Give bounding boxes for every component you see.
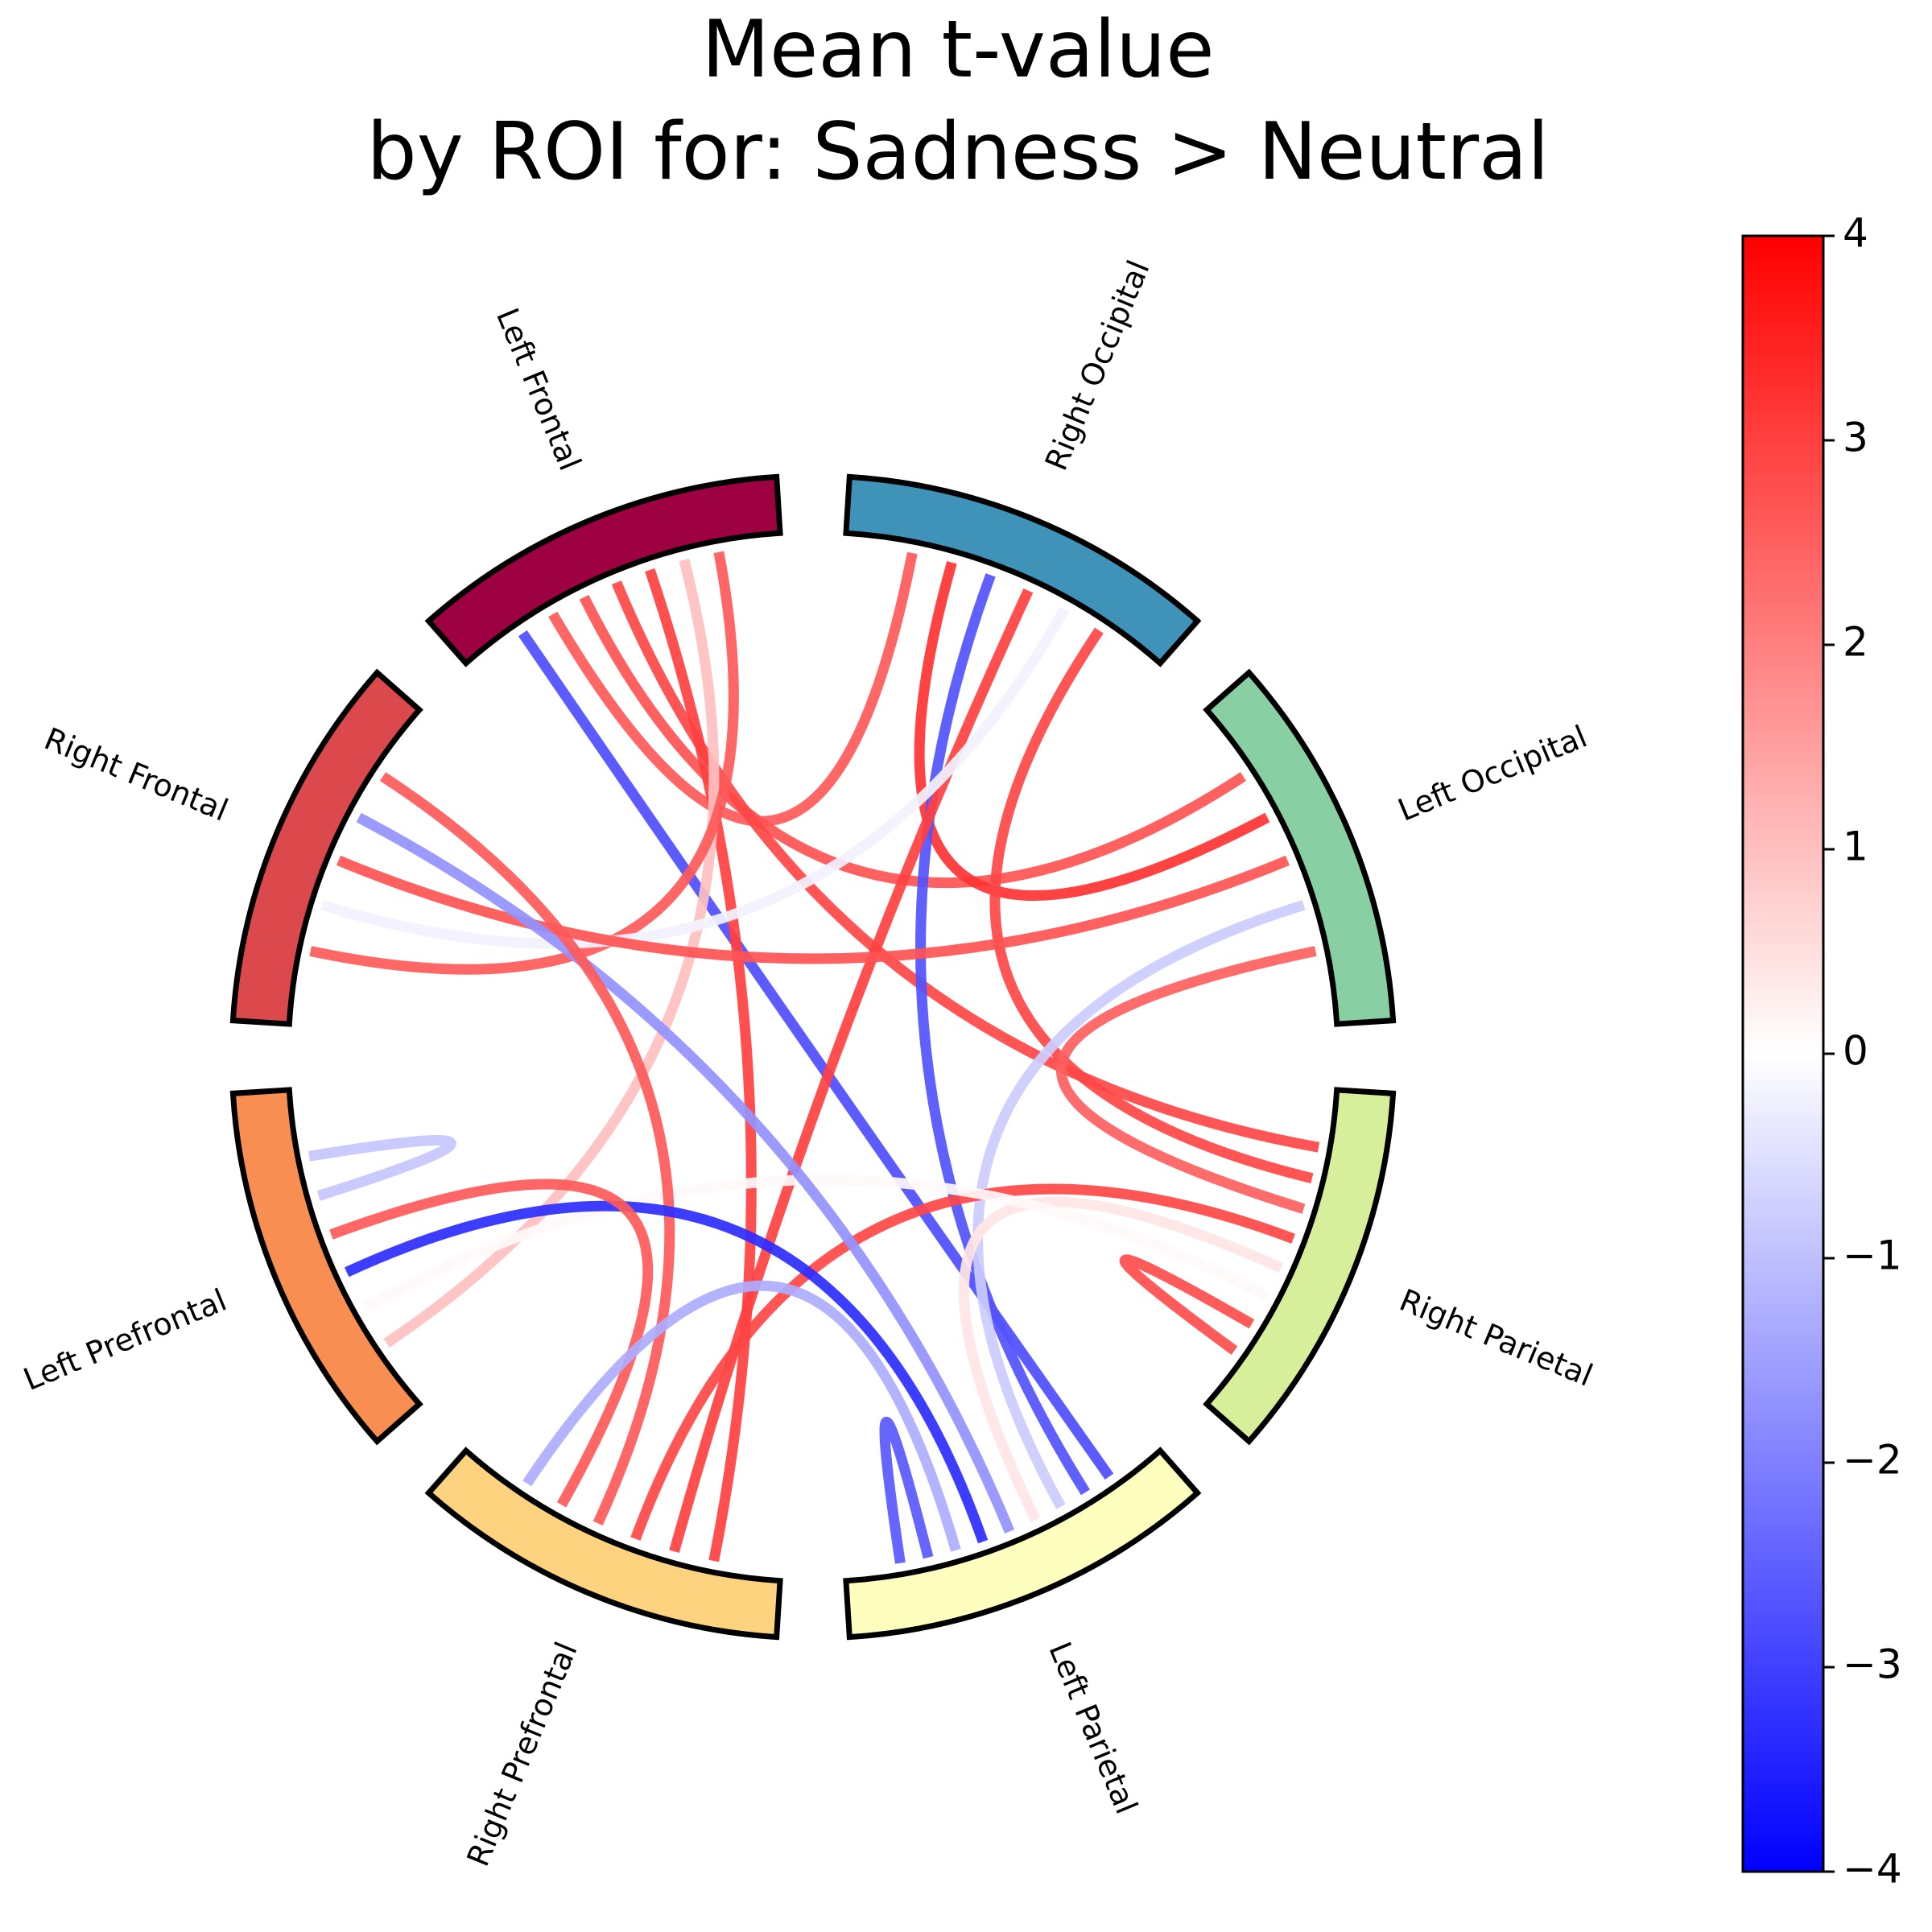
- colorbar: 4 3 2 1 0 −1 −2 −3 −4: [1741, 210, 1902, 1893]
- roi-label-right-occipital: Right Occipital: [1038, 255, 1157, 476]
- chord-link-left-frontal-to-right-prefrontal: [645, 568, 757, 1563]
- chord-link-right-occipital-to-right-parietal: [989, 627, 1314, 1184]
- chord-link-left-prefrontal-to-left-prefrontal: [308, 1135, 456, 1201]
- roi-label-left-parietal: Left Parietal: [1042, 1637, 1144, 1818]
- colorbar-tick-label: 3: [1843, 415, 1868, 461]
- chord-link-left-frontal-to-left-prefrontal: [383, 558, 720, 1348]
- chord-link-left-frontal-to-right-occipital: [548, 551, 918, 827]
- chord-link-right-occipital-to-left-occipital: [914, 561, 1270, 901]
- chord-link-right-occipital-to-right-frontal: [320, 606, 1070, 949]
- roi-arcs: [229, 473, 1397, 1641]
- chord-link-left-frontal-to-left-parietal: [518, 630, 1114, 1480]
- chord-link-left-prefrontal-to-left-parietal: [344, 1200, 989, 1544]
- colorbar-tick-label: 1: [1843, 824, 1868, 870]
- colorbar-gradient: [1741, 234, 1825, 1873]
- chord-link-left-occipital-to-right-frontal: [336, 855, 1290, 964]
- chord-link-right-parietal-to-right-prefrontal: [630, 1183, 1295, 1541]
- chord-link-left-prefrontal-to-right-prefrontal: [329, 1179, 654, 1508]
- chord-link-right-parietal-to-left-parietal: [958, 1196, 1284, 1522]
- chord-link-left-frontal-to-left-occipital: [579, 595, 1247, 889]
- roi-arc-left-frontal: [424, 473, 783, 667]
- colorbar-tick-label: 0: [1843, 1028, 1868, 1075]
- roi-label-right-prefrontal: Right Prefrontal: [460, 1637, 584, 1871]
- chord-link-right-parietal-to-right-parietal: [1119, 1254, 1255, 1355]
- chord-link-right-occipital-to-left-parietal: [915, 573, 1090, 1496]
- colorbar-tick-label: 2: [1843, 619, 1868, 666]
- roi-arc-left-occipital: [1203, 668, 1397, 1027]
- roi-label-right-parietal: Right Parietal: [1394, 1282, 1597, 1393]
- chord-link-right-frontal-to-right-prefrontal: [379, 772, 675, 1526]
- chord-link-left-parietal-to-left-parietal: [879, 1416, 934, 1564]
- roi-label-right-frontal: Right Frontal: [39, 720, 233, 828]
- chord-link-left-frontal-to-right-frontal: [309, 551, 739, 975]
- roi-label-left-frontal: Left Frontal: [489, 303, 588, 475]
- chord-link-right-prefrontal-to-left-parietal: [522, 1280, 961, 1552]
- roi-arc-right-frontal: [229, 668, 423, 1027]
- colorbar-tick-label: −4: [1843, 1846, 1902, 1893]
- roi-arc-right-parietal: [1203, 1087, 1397, 1446]
- chord-link-left-occipital-to-right-parietal: [1056, 946, 1317, 1214]
- colorbar-tick-label: 4: [1843, 210, 1868, 257]
- colorbar-tick-label: −2: [1843, 1437, 1902, 1484]
- roi-label-left-occipital: Left Occipital: [1393, 719, 1591, 828]
- roi-arc-right-prefrontal: [424, 1447, 783, 1641]
- colorbar-ticks: 4 3 2 1 0 −1 −2 −3 −4: [1823, 210, 1902, 1893]
- chart-title-line-1: Mean t-value: [702, 4, 1215, 96]
- chart-title-line-2: by ROI for: Sadness > Neutral: [367, 106, 1550, 198]
- chord-link-right-frontal-to-left-parietal: [356, 812, 1015, 1534]
- chord-link-left-occipital-to-left-parietal: [972, 900, 1306, 1509]
- colorbar-tick-label: −1: [1843, 1232, 1902, 1279]
- roi-arc-left-parietal: [843, 1447, 1202, 1641]
- roi-label-left-prefrontal: Left Prefrontal: [19, 1282, 232, 1397]
- colorbar-tick-label: −3: [1843, 1641, 1902, 1688]
- roi-arc-left-prefrontal: [229, 1087, 423, 1446]
- chord-link-right-occipital-to-right-prefrontal: [669, 588, 1034, 1553]
- chord-link-right-parietal-to-left-prefrontal: [362, 1174, 1270, 1314]
- roi-labels: Right Occipital Left Occipital Right Parie…: [19, 255, 1598, 1871]
- roi-arc-right-occipital: [843, 473, 1202, 667]
- chord-links: [308, 551, 1320, 1564]
